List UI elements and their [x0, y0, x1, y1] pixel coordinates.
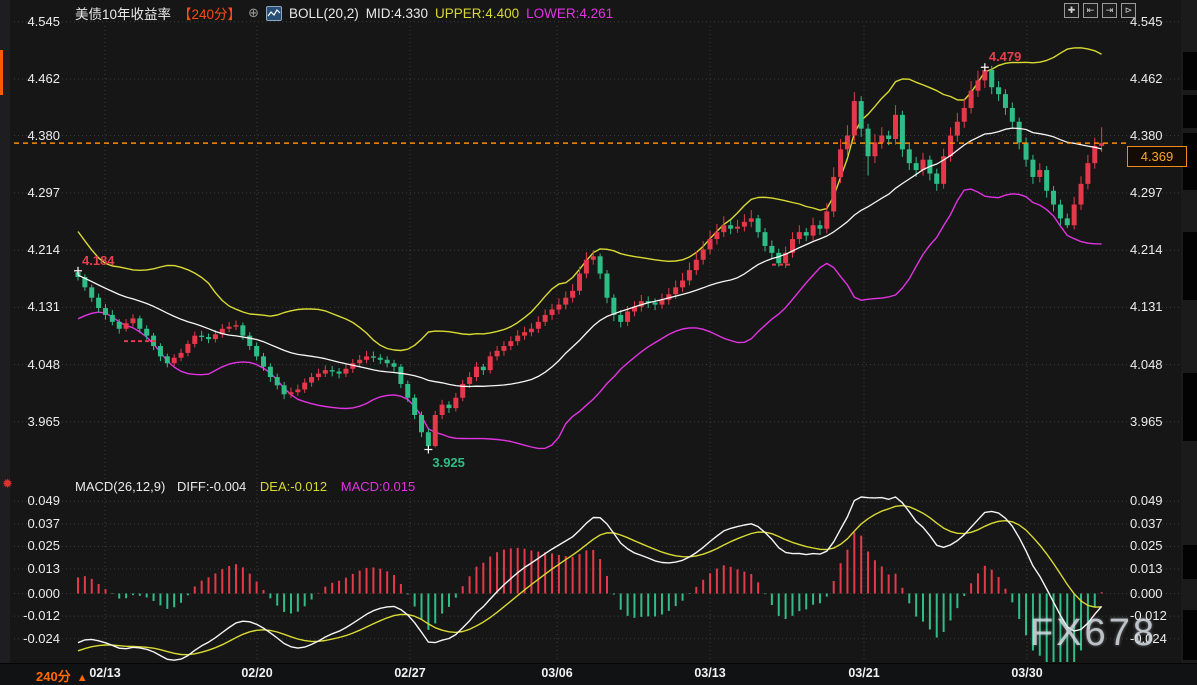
date-axis-label: 03/30 [1011, 666, 1043, 680]
macd-axis-label: -0.024 [23, 630, 60, 646]
live-indicator-icon: ✹ [2, 476, 13, 491]
macd-dea-value: DEA:-0.012 [259, 479, 328, 494]
boll-label: BOLL(20,2) [288, 5, 359, 21]
price-axis-label: 4.297 [27, 184, 60, 200]
macd-axis-label: -0.024 [1130, 630, 1167, 646]
boll-upper-value: UPPER:4.400 [435, 5, 520, 21]
chart-header: 美债10年收益率 【240分】 ⊕ BOLL(20,2) MID:4.330 U… [75, 4, 613, 22]
macd-label: MACD(26,12,9) [75, 479, 166, 494]
price-axis-label: 4.131 [1130, 299, 1163, 315]
boll-mid-value: MID:4.330 [365, 5, 429, 21]
price-axis-label: 4.380 [1130, 127, 1163, 143]
time-axis-bar [0, 663, 1197, 685]
price-axis-label: 4.048 [27, 356, 60, 372]
right-panel-block [1183, 373, 1197, 441]
price-extreme-annotation: 4.184 [82, 252, 115, 268]
macd-axis-label: 0.037 [1130, 515, 1163, 531]
price-axis-label: 3.965 [1130, 413, 1163, 429]
timeframe-tag[interactable]: 【240分】 [178, 7, 242, 22]
date-axis-label: 03/13 [694, 666, 726, 680]
macd-axis-label: 0.049 [27, 493, 60, 509]
right-panel-block [1183, 232, 1197, 300]
macd-histogram [77, 532, 1103, 662]
macd-axis-label: -0.012 [1130, 608, 1167, 624]
instrument-title: 美债10年收益率 [75, 7, 172, 22]
macd-axis-label: 0.025 [1130, 538, 1163, 554]
right-panel-block [1183, 545, 1197, 579]
macd-axis-label: 0.013 [1130, 561, 1163, 577]
price-axis-label: 4.462 [27, 70, 60, 86]
scale-left-icon[interactable]: ⇤ [1083, 3, 1098, 18]
boll-upper-band [77, 47, 1102, 352]
macd-bar-value: MACD:0.015 [340, 479, 416, 494]
date-axis-label: 02/13 [89, 666, 121, 680]
timeframe-arrow-icon: ▲ [76, 672, 88, 684]
price-axis-label: 4.048 [1130, 356, 1163, 372]
extreme-cross-marker [424, 445, 433, 454]
boll-lower-band [77, 188, 1102, 450]
add-indicator-icon[interactable]: ⊕ [248, 5, 259, 20]
last-price-tag: 4.369 [1127, 146, 1187, 167]
price-axis-label: 4.545 [1130, 13, 1163, 29]
right-panel-block [1183, 610, 1197, 660]
candlesticks [75, 65, 1105, 450]
timeframe-switcher[interactable]: 240分 ▲ [36, 666, 88, 685]
macd-axis-label: 0.049 [1130, 493, 1163, 509]
macd-axis-label: 0.000 [1130, 585, 1163, 601]
price-extreme-annotation: 3.925 [432, 454, 465, 470]
main-price-panel [14, 47, 1126, 454]
move-icon[interactable]: ✚ [1064, 3, 1079, 18]
macd-axis-label: -0.012 [23, 608, 60, 624]
left-edge-strip [0, 0, 10, 685]
watermark: FX678 [1030, 612, 1157, 654]
price-axis-label: 4.545 [27, 13, 60, 29]
active-tab-indicator [0, 50, 3, 95]
price-axis-label: 4.380 [27, 127, 60, 143]
price-axis-label: 3.965 [27, 413, 60, 429]
date-axis-label: 02/27 [394, 666, 426, 680]
date-axis-label: 02/20 [241, 666, 273, 680]
macd-diff-line [77, 496, 1103, 661]
date-axis-label: 03/21 [848, 666, 880, 680]
pop-out-icon[interactable]: ⊳ [1121, 3, 1136, 18]
right-panel-block [1183, 52, 1197, 90]
macd-axis-label: 0.000 [27, 585, 60, 601]
price-axis-label: 4.131 [27, 299, 60, 315]
gridlines [14, 21, 1180, 660]
macd-panel [77, 496, 1103, 662]
price-axis-label: 4.462 [1130, 70, 1163, 86]
date-axis-label: 03/06 [541, 666, 573, 680]
macd-diff-value: DIFF:-0.004 [176, 479, 247, 494]
macd-header: MACD(26,12,9) DIFF:-0.004 DEA:-0.012 MAC… [75, 479, 415, 494]
macd-axis-label: 0.037 [27, 515, 60, 531]
price-axis-label: 4.214 [27, 242, 60, 258]
window-controls: ✚ ⇤ ⇥ ⊳ [1064, 3, 1136, 18]
boll-mid-band [77, 127, 1102, 388]
chart-icon [265, 5, 282, 21]
extreme-cross-marker [980, 63, 989, 72]
macd-axis-label: 0.013 [27, 561, 60, 577]
price-extreme-annotation: 4.479 [988, 49, 1022, 65]
macd-axis-label: 0.025 [27, 538, 60, 554]
timeframe-label: 240分 [36, 669, 71, 684]
scale-right-icon[interactable]: ⇥ [1102, 3, 1117, 18]
boll-lower-value: LOWER:4.261 [526, 5, 614, 21]
right-edge-panel [1181, 0, 1197, 685]
right-panel-block [1183, 95, 1197, 128]
macd-dea-line [77, 504, 1102, 656]
price-axis-label: 4.297 [1130, 184, 1163, 200]
extreme-cross-marker [74, 266, 82, 275]
price-axis-label: 4.214 [1130, 242, 1163, 258]
